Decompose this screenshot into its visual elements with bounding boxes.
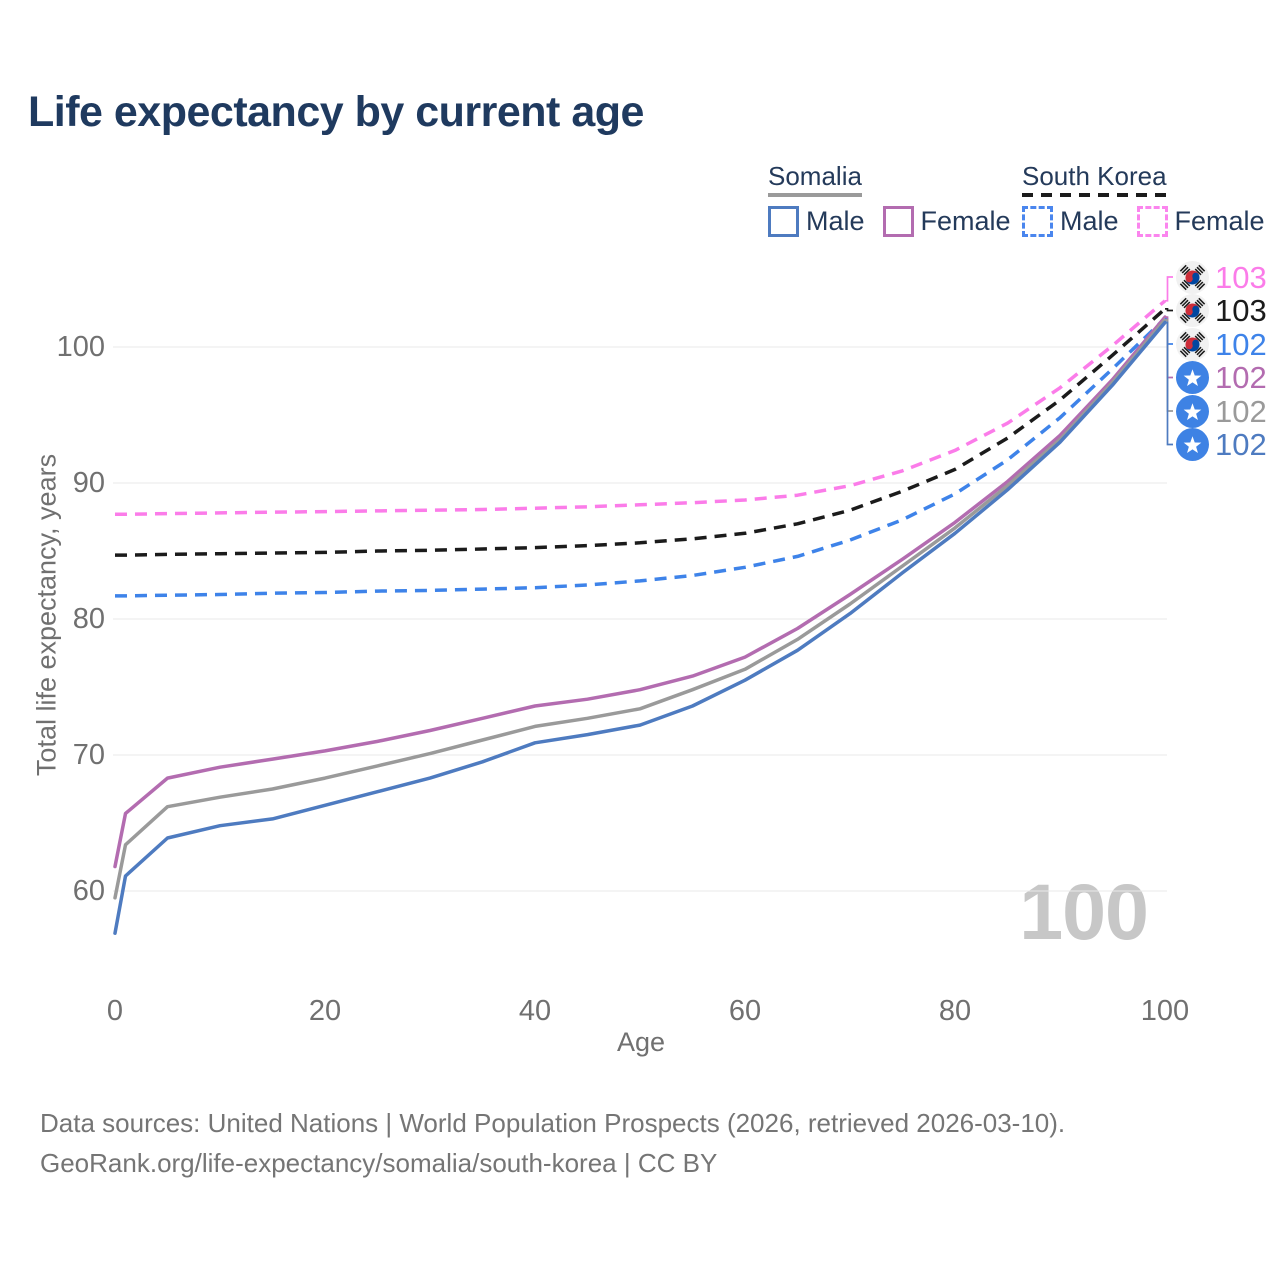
end-value-sk_female: 103 <box>1215 259 1267 295</box>
x-tick-60: 60 <box>728 995 762 1027</box>
series-line-somalia_total[interactable] <box>113 318 1167 900</box>
end-label-sk_female: 103 <box>1176 259 1267 295</box>
y-tick-100: 100 <box>56 331 105 363</box>
end-label-connector-sk_female <box>1165 276 1173 302</box>
series-line-somalia_male[interactable] <box>113 320 1167 935</box>
end-value-somalia_total: 102 <box>1215 393 1267 429</box>
y-tick-60: 60 <box>72 875 105 907</box>
series-line-sk_total[interactable] <box>115 307 1167 557</box>
end-value-somalia_female: 102 <box>1215 360 1267 395</box>
legend-south-korea-female-swatch[interactable] <box>1136 206 1168 237</box>
legend-south-korea-items: Male Female <box>1022 206 1265 237</box>
page-title: Life expectancy by current age <box>28 88 644 136</box>
x-tick-100: 100 <box>1140 995 1190 1027</box>
y-tick-70: 70 <box>72 739 105 771</box>
end-label-somalia_female: 102 <box>1176 361 1267 394</box>
y-tick-90: 90 <box>72 467 105 499</box>
legend-south-korea-male-swatch[interactable] <box>1022 206 1053 237</box>
legend-somalia-title[interactable]: Somalia <box>768 163 862 197</box>
somalia-flag-icon <box>1176 428 1209 461</box>
data-sources-note: Data sources: United Nations | World Pop… <box>40 1108 1066 1138</box>
y-axis-title: Total life expectancy, years <box>31 453 62 777</box>
end-label-connector-sk_total <box>1165 308 1173 312</box>
legend-somalia-male-label[interactable]: Male <box>806 206 865 236</box>
legend-south-korea-title[interactable]: South Korea <box>1022 163 1167 197</box>
x-tick-40: 40 <box>518 995 552 1027</box>
series-line-sk_female[interactable] <box>115 299 1167 517</box>
series-line-sk_male[interactable] <box>115 317 1167 598</box>
legend-somalia-female-label[interactable]: Female <box>920 206 1011 236</box>
legend-south-korea-title-text: South Korea <box>1022 161 1167 191</box>
legend-group-south-korea: South Korea Male Female <box>1022 163 1265 237</box>
legend-south-korea-male-label[interactable]: Male <box>1060 206 1119 236</box>
end-label-somalia_total: 102 <box>1176 393 1267 429</box>
south-korea-flag-icon <box>1176 294 1209 327</box>
legend-somalia-title-text: Somalia <box>768 161 862 191</box>
end-label-sk_total: 103 <box>1176 294 1267 327</box>
somalia-flag-icon <box>1176 394 1209 428</box>
end-label-connector-somalia_male <box>1165 321 1173 446</box>
legend-somalia-female-swatch[interactable] <box>882 206 914 237</box>
end-value-sk_male: 102 <box>1215 326 1267 362</box>
legend-group-somalia: Somalia Male Female <box>768 163 1011 237</box>
end-label-sk_male: 102 <box>1176 326 1267 362</box>
legend-somalia-line-sample <box>768 193 862 197</box>
legend-south-korea-line-sample <box>1022 193 1167 197</box>
y-tick-80: 80 <box>72 603 105 635</box>
x-tick-20: 20 <box>308 995 342 1027</box>
legend-somalia-male-swatch[interactable] <box>768 206 799 237</box>
x-axis-title: Age <box>616 1027 666 1057</box>
south-korea-flag-icon <box>1176 260 1209 294</box>
end-value-somalia_male: 102 <box>1215 427 1267 462</box>
somalia-flag-icon <box>1176 361 1209 394</box>
legend-somalia-items: Male Female <box>768 206 1011 237</box>
age-watermark: 100 <box>1019 867 1149 956</box>
end-value-sk_total: 103 <box>1215 293 1267 328</box>
x-tick-80: 80 <box>938 995 972 1027</box>
legend-south-korea-female-label[interactable]: Female <box>1174 206 1265 236</box>
end-label-somalia_male: 102 <box>1176 428 1267 461</box>
south-korea-flag-icon <box>1176 327 1209 361</box>
end-label-connector-somalia_total <box>1165 318 1173 412</box>
series-line-somalia_female[interactable] <box>113 315 1167 869</box>
x-tick-0: 0 <box>106 995 124 1027</box>
attribution-url: GeoRank.org/life-expectancy/somalia/sout… <box>40 1148 718 1178</box>
